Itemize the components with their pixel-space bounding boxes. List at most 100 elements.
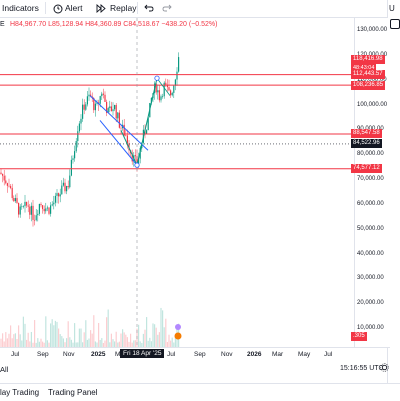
volume-bar — [101, 338, 103, 347]
volume-bar — [158, 332, 160, 347]
candle-body — [46, 207, 48, 209]
volume-bar — [118, 341, 120, 347]
earnings-event-icon[interactable] — [174, 332, 182, 340]
candle-body — [29, 206, 31, 215]
settings-gear-icon[interactable] — [380, 363, 389, 374]
drawing-anchor-point[interactable] — [134, 162, 140, 168]
volume-bar — [126, 337, 128, 347]
volume-bar — [99, 339, 101, 347]
volume-bar — [40, 338, 42, 347]
price-tag[interactable]: 118,416.98 — [351, 55, 385, 65]
candle-body — [14, 198, 16, 202]
time-axis[interactable]: JulSepNov2025MarJulSepNov2026MarMayJulFr… — [0, 347, 390, 362]
toolbar-divider — [137, 2, 138, 14]
chart-canvas[interactable] — [0, 18, 355, 347]
candle-body — [173, 85, 175, 93]
price-axis-label: 30,000.00 — [357, 275, 384, 282]
price-axis-label: 10,000.00 — [357, 325, 384, 332]
trend-line-pullback[interactable] — [156, 77, 171, 96]
volume-bar — [88, 338, 90, 347]
candle-body — [26, 201, 28, 206]
price-tag[interactable]: .305 — [351, 332, 367, 342]
range-all-button[interactable]: All — [0, 365, 9, 374]
candle-body — [38, 203, 40, 214]
replay-icon[interactable] — [96, 3, 108, 16]
candle-body — [0, 172, 2, 174]
undo-icon[interactable] — [144, 3, 154, 15]
volume-bar — [85, 320, 87, 347]
candle-body — [30, 205, 32, 215]
volume-bar — [77, 342, 79, 347]
volume-bar — [173, 342, 175, 347]
candle-body — [51, 204, 53, 206]
watchlist-icon[interactable] — [390, 19, 400, 29]
candle-body — [115, 104, 117, 119]
candle-body — [13, 198, 15, 202]
replay-button[interactable]: Replay — [110, 3, 137, 13]
candle-body — [6, 183, 8, 186]
volume-bar — [123, 332, 125, 347]
volume-bar — [72, 342, 74, 347]
candle-body — [134, 155, 136, 157]
price-tag[interactable]: 112,443.57 — [351, 70, 385, 80]
volume-bar — [157, 334, 159, 347]
alert-icon[interactable] — [52, 3, 64, 16]
candle-body — [74, 151, 76, 159]
candle-body — [83, 104, 85, 110]
alert-button[interactable]: Alert — [65, 3, 83, 13]
candle-body — [123, 124, 125, 136]
volume-bar — [91, 333, 93, 347]
volume-bar — [117, 342, 119, 347]
time-axis-label: Sep — [194, 351, 206, 358]
trend-line-up[interactable] — [136, 78, 158, 166]
trend-line-pivot[interactable] — [120, 130, 138, 166]
volume-bar — [122, 329, 124, 347]
price-tag[interactable]: 108,236.85 — [351, 80, 386, 90]
volume-bar — [35, 342, 37, 347]
redo-icon[interactable] — [162, 3, 172, 15]
tab-paper-trading[interactable]: lay Trading — [0, 388, 40, 397]
drawings[interactable] — [89, 18, 182, 347]
indicators-button[interactable]: Indicators — [2, 3, 39, 13]
volume-bar — [46, 340, 48, 347]
volume-bar — [149, 337, 151, 347]
price-chart[interactable] — [0, 18, 355, 347]
volume-bar — [152, 323, 154, 347]
range-bar: All 15:16:55 UTC — [0, 362, 390, 376]
candle-body — [166, 84, 168, 88]
volume-bar — [139, 341, 141, 347]
volume-bar — [142, 333, 144, 347]
candle-body — [118, 112, 120, 128]
drawing-anchor-point[interactable] — [154, 75, 160, 81]
tab-trading-panel[interactable]: Trading Panel — [48, 388, 98, 397]
price-axis-label: 20,000.00 — [357, 300, 384, 307]
volume-bar — [106, 317, 108, 347]
candle-body — [155, 83, 157, 93]
volume-bar — [109, 342, 111, 347]
channel-lower-line[interactable] — [99, 120, 138, 166]
price-axis-label: 50,000.00 — [357, 225, 384, 232]
candle-body — [5, 180, 7, 184]
price-tag[interactable]: 84,522.96 — [351, 139, 382, 149]
channel-upper-line[interactable] — [89, 95, 149, 151]
price-tag[interactable]: 74,577.12 — [351, 164, 382, 174]
candle-body — [43, 209, 45, 212]
volume-bar — [94, 341, 96, 347]
price-tag[interactable]: 88,547.58 — [351, 129, 382, 139]
volume-bars — [0, 307, 180, 347]
volume-bar — [43, 342, 45, 347]
volume-bar — [93, 315, 95, 347]
candle-body — [42, 205, 44, 210]
dividend-event-icon[interactable] — [175, 324, 181, 330]
price-axis[interactable]: 130,000.00 120,000.00 110,000.00 100,000.00… — [351, 18, 388, 347]
volume-bar — [144, 329, 146, 347]
price-axis-label: 100,000.00 — [357, 101, 388, 108]
volume-bar — [53, 325, 55, 347]
toolbar-divider — [45, 2, 46, 14]
candle-body — [37, 213, 39, 216]
volume-bar — [51, 319, 53, 347]
utc-clock[interactable]: 15:16:55 UTC — [340, 365, 384, 372]
candle-body — [171, 92, 173, 96]
horizontal-levels[interactable] — [0, 74, 355, 170]
volume-bar — [26, 339, 28, 347]
